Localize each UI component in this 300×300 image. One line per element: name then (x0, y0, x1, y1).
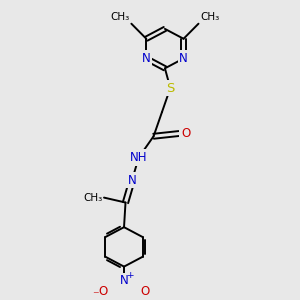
Text: N: N (142, 52, 151, 65)
Text: ⁻: ⁻ (92, 290, 99, 300)
Text: +: + (126, 272, 133, 280)
Text: CH₃: CH₃ (200, 12, 219, 22)
Text: N: N (179, 52, 188, 65)
Text: O: O (98, 285, 108, 298)
Text: O: O (140, 285, 149, 298)
Text: CH₃: CH₃ (83, 193, 103, 202)
Text: O: O (181, 127, 190, 140)
Text: S: S (166, 82, 175, 94)
Text: NH: NH (130, 151, 147, 164)
Text: CH₃: CH₃ (111, 12, 130, 22)
Text: N: N (128, 174, 136, 187)
Text: N: N (120, 274, 128, 287)
